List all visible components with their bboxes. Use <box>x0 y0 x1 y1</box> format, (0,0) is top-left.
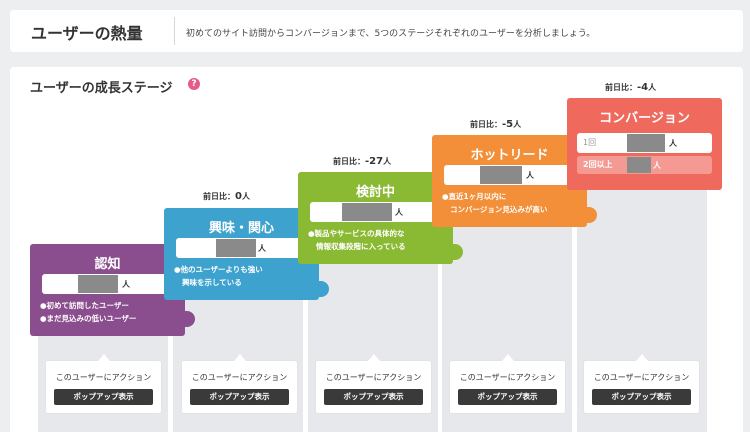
growth-stage-panel: ユーザーの成長ステージ ? 認知 人 ●初めて訪問したユーザー ●まだ見込みの低… <box>10 67 743 432</box>
stage-card-interest: 興味・関心 人 ●他のユーザーよりも強い 興味を示している <box>164 208 319 300</box>
action-label: このユーザーにアクション <box>191 373 288 382</box>
delta-unit: 人 <box>241 192 250 201</box>
stage-name: 検討中 <box>355 185 395 200</box>
delta-prefix: 前日比： <box>470 120 502 129</box>
delta-value: -4 <box>637 82 649 93</box>
stage-note: ●直近1ヶ月以内に <box>442 192 507 201</box>
action-card: このユーザーにアクション ポップアップ表示 <box>182 354 297 413</box>
delta-unit: 人 <box>648 83 657 92</box>
conversion-once-label: 1回 <box>583 138 597 147</box>
panel-title: ユーザーの成長ステージ <box>30 81 173 96</box>
popup-display-button[interactable]: ポップアップ表示 <box>324 389 423 405</box>
redacted-count <box>627 157 651 173</box>
popup-display-button[interactable]: ポップアップ表示 <box>458 389 557 405</box>
popup-display-button[interactable]: ポップアップ表示 <box>54 389 153 405</box>
card-notch <box>183 311 195 327</box>
stage-note: 興味を示している <box>182 278 242 287</box>
card-notch <box>451 244 463 260</box>
user-count-box[interactable]: 人 <box>176 238 303 258</box>
conversion-once-row[interactable]: 1回 人 <box>577 133 712 153</box>
redacted-count <box>216 239 256 257</box>
action-card: このユーザーにアクション ポップアップ表示 <box>316 354 431 413</box>
stage-name: ホットリード <box>470 148 549 163</box>
count-unit: 人 <box>653 161 661 170</box>
delta-prefix: 前日比： <box>333 157 365 166</box>
stage-note: ●初めて訪問したユーザー <box>40 301 129 310</box>
action-label: このユーザーにアクション <box>55 373 152 382</box>
stage-note: コンバージョン見込みが高い <box>450 205 548 214</box>
action-card: このユーザーにアクション ポップアップ表示 <box>450 354 565 413</box>
redacted-count <box>342 203 392 221</box>
conversion-multi-label: 2回以上 <box>583 160 613 169</box>
redacted-count <box>627 134 665 152</box>
delta-unit: 人 <box>383 157 392 166</box>
count-unit: 人 <box>395 208 403 217</box>
header-divider <box>174 17 175 45</box>
stage-name: 興味・関心 <box>208 221 274 236</box>
stage-note: ●他のユーザーよりも強い <box>174 265 263 274</box>
delta-label: 前日比：-27人 <box>333 156 391 167</box>
delta-value: -5 <box>502 119 514 130</box>
delta-unit: 人 <box>513 120 522 129</box>
count-unit: 人 <box>258 244 266 253</box>
page-header: ユーザーの熱量 初めてのサイト訪問からコンバージョンまで、5つのステージそれぞれ… <box>10 10 743 52</box>
stage-card-awareness: 認知 人 ●初めて訪問したユーザー ●まだ見込みの低いユーザー <box>30 244 185 336</box>
delta-value: -27 <box>365 156 384 167</box>
popup-display-button[interactable]: ポップアップ表示 <box>190 389 289 405</box>
user-count-box[interactable]: 人 <box>444 165 571 185</box>
delta-label: 前日比：-5人 <box>470 119 521 130</box>
stage-name: コンバージョン <box>599 111 690 126</box>
action-label: このユーザーにアクション <box>325 373 422 382</box>
stage-note: 情報収集段階に入っている <box>316 242 406 251</box>
stage-note: ●製品やサービスの具体的な <box>308 229 405 238</box>
action-card: このユーザーにアクション ポップアップ表示 <box>584 354 699 413</box>
action-card: このユーザーにアクション ポップアップ表示 <box>46 354 161 413</box>
redacted-count <box>78 275 118 293</box>
delta-prefix: 前日比： <box>203 192 235 201</box>
help-icon[interactable]: ? <box>188 78 200 90</box>
card-notch <box>585 207 597 223</box>
stage-card-hot-lead: ホットリード 人 ●直近1ヶ月以内に コンバージョン見込みが高い <box>432 135 587 227</box>
stage-name: 認知 <box>94 257 121 272</box>
count-unit: 人 <box>669 139 677 148</box>
stage-card-conversion: コンバージョン 1回 人 2回以上 人 <box>567 98 722 190</box>
redacted-count <box>480 166 522 184</box>
action-label: このユーザーにアクション <box>459 373 556 382</box>
delta-label: 前日比：0人 <box>203 191 250 202</box>
delta-label: 前日比：-4人 <box>605 82 656 93</box>
delta-value: 0 <box>235 191 242 202</box>
user-count-box[interactable]: 人 <box>310 202 437 222</box>
count-unit: 人 <box>526 171 534 180</box>
card-notch <box>317 281 329 297</box>
page-title: ユーザーの熱量 <box>31 24 143 43</box>
action-label: このユーザーにアクション <box>593 373 690 382</box>
page-description: 初めてのサイト訪問からコンバージョンまで、5つのステージそれぞれのユーザーを分析… <box>186 29 596 39</box>
stage-card-considering: 検討中 人 ●製品やサービスの具体的な 情報収集段階に入っている <box>298 172 453 264</box>
conversion-multi-row[interactable]: 2回以上 人 <box>577 156 712 174</box>
delta-prefix: 前日比： <box>605 83 637 92</box>
stage-note: ●まだ見込みの低いユーザー <box>40 314 137 323</box>
popup-display-button[interactable]: ポップアップ表示 <box>592 389 691 405</box>
user-count-box[interactable]: 人 <box>42 274 169 294</box>
count-unit: 人 <box>122 280 130 289</box>
